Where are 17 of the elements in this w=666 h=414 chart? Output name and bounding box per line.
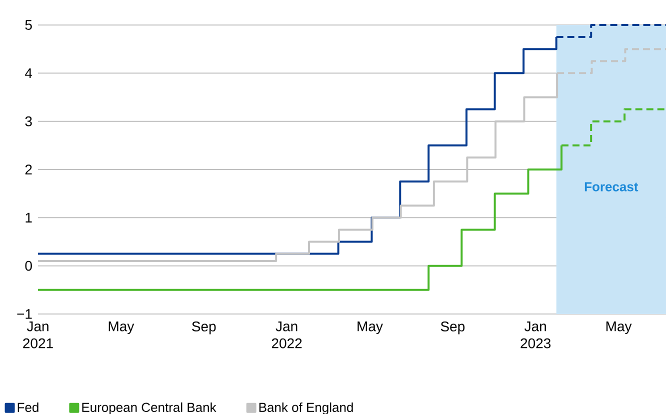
x-tick-label: Jan 2023 [520, 322, 551, 348]
x-tick-label: May [108, 322, 134, 334]
x-tick-label: May [606, 322, 632, 334]
band-label: Forecast [584, 182, 638, 192]
x-tick-label: Jan 2021 [23, 322, 53, 348]
x-tick-label: May [358, 322, 383, 334]
y-tick-label: 0 [25, 260, 32, 271]
y-tick-label: 5 [25, 20, 32, 30]
x-tick-label: Sep [440, 322, 465, 334]
y-tick-label: 2 [25, 164, 32, 174]
x-tick-label: Sep [192, 322, 216, 334]
legend-label: Fed [18, 402, 38, 412]
y-tick-label: 4 [25, 68, 32, 78]
x-tick-label: Jan 2022 [272, 322, 302, 348]
y-tick-label: 3 [25, 116, 32, 126]
y-tick-label: −1 [17, 309, 32, 319]
y-tick-label: 1 [26, 212, 32, 222]
